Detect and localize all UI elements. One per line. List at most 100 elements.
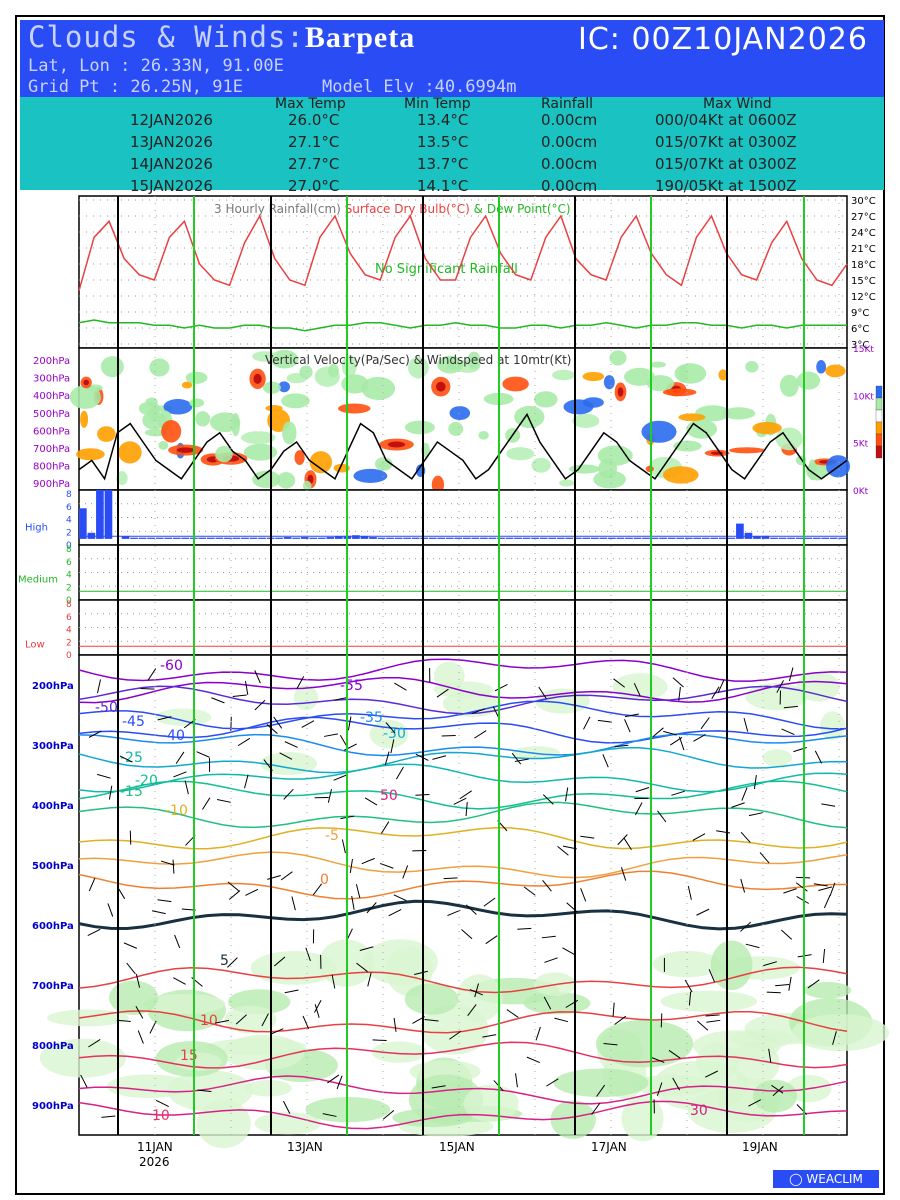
wind-barb [829,882,836,897]
wind-barb [597,719,612,723]
humidity-shading [143,993,226,1015]
wind-barb [511,752,522,765]
velocity-contour-blob [718,369,728,381]
wind-barb [173,977,186,985]
temp-panel-title: 3 Hourly Rainfall(cm) Surface Dry Bulb(°… [214,202,571,216]
wind-barb [678,736,685,751]
wind-barb [395,766,404,780]
date-axis-label: 15JAN [439,1140,475,1154]
cloud-bar [198,537,207,539]
velocity-contour-blob [142,410,167,430]
wind-barb [267,875,281,880]
cloud-bar [420,537,429,539]
velocity-contour-blob [603,375,615,390]
summary-min-cell: 13.5°C [417,133,469,151]
cloud-layer-label: Low [25,640,45,651]
wind-barb [367,972,372,987]
profile-pressure-label: 500hPa [32,861,74,872]
wind-barb [614,744,629,748]
wind-barb [324,733,338,737]
profile-pressure-label: 900hPa [32,1101,74,1112]
wind-barb [671,790,685,796]
cloud-bar [480,537,488,539]
velocity-contour-blob [404,420,435,435]
cloud-bar [463,537,471,539]
contour-label: -45 [122,714,145,730]
summary-max-cell: 27.7°C [288,155,340,173]
cloud-bar [130,537,138,539]
colorbar-swatch [875,385,883,399]
wind-barb [355,884,361,898]
velocity-contour-blob [674,363,707,384]
wind-barb [624,719,631,733]
summary-rain-cell: 0.00cm [541,133,598,151]
wind-barb [465,904,477,915]
velocity-contour-blob [149,358,170,377]
wind-barb [776,680,784,693]
col-max-temp: Max Temp [275,96,346,112]
humidity-shading [409,1060,481,1083]
humidity-shading [595,1019,694,1068]
cloud-bar [224,537,232,539]
cloud-bar [821,537,830,539]
wind-barb [237,737,251,747]
wind-barb [384,751,390,766]
velocity-contour-blob [609,350,627,366]
wind-barb [623,837,632,850]
cloud-bar [155,537,164,539]
cloud-bar [744,532,753,539]
date-axis-label: 2026 [139,1155,170,1169]
wind-barb [657,810,667,823]
wind-barb [461,929,473,940]
cloud-bar [283,537,292,539]
colorbar-swatch [875,421,883,435]
temperature-contour [78,851,848,879]
header-banner: Clouds & Winds:Barpeta IC: 00Z10JAN2026 … [20,20,884,97]
velocity-contour-blob [514,405,545,429]
wind-barb [261,1013,269,1027]
wind-barb [273,716,283,729]
wind-barb [314,999,322,1013]
velocity-contour-blob [100,356,124,378]
wind-barb [202,797,211,810]
temperature-contour [78,826,848,850]
cloud-bar [309,537,318,539]
wind-barb [336,1075,343,1090]
velocity-pressure-label: 300hPa [33,374,70,385]
wind-barb [302,1015,310,1030]
wind-barb [244,774,249,789]
temperature-contour [78,700,848,730]
wind-barb [88,877,96,892]
wind-barb [147,668,157,681]
brand-badge: ◯ WEACLIM [773,1170,879,1188]
ic-label: IC: 00Z10JAN2026 [578,22,868,57]
summary-rain-cell: 0.00cm [541,111,598,129]
wind-barb [312,883,323,896]
no-rainfall-annotation: No Significant Rainfall [375,262,518,277]
velocity-contour-blob [624,367,655,386]
cloud-bar [292,537,301,539]
cloud-bar [650,537,659,539]
wind-barb [443,877,458,880]
wind-barb [254,670,261,684]
wind-barb [474,730,487,739]
wind-barb [818,886,833,891]
cloud-ytick-label: 6 [66,558,72,568]
cloud-layer-label: Medium [18,575,58,586]
velocity-contour-blob [662,388,697,397]
humidity-shading [463,1084,519,1123]
humidity-shading [710,940,753,991]
wind-barb [705,1070,719,1078]
temperature-contour [78,1010,848,1034]
wind-barb [660,1013,663,1028]
summary-rain-cell: 0.00cm [541,177,598,195]
wind-barb [613,678,626,688]
summary-date-cell: 14JAN2026 [130,155,213,173]
velocity-contour-blob [278,381,291,393]
velocity-contour-blob [185,371,208,384]
wind-barb [753,774,757,789]
wind-barb [542,794,554,805]
wind-barb [227,957,238,968]
velocity-contour-core [387,441,406,448]
cloud-bar [258,537,266,539]
